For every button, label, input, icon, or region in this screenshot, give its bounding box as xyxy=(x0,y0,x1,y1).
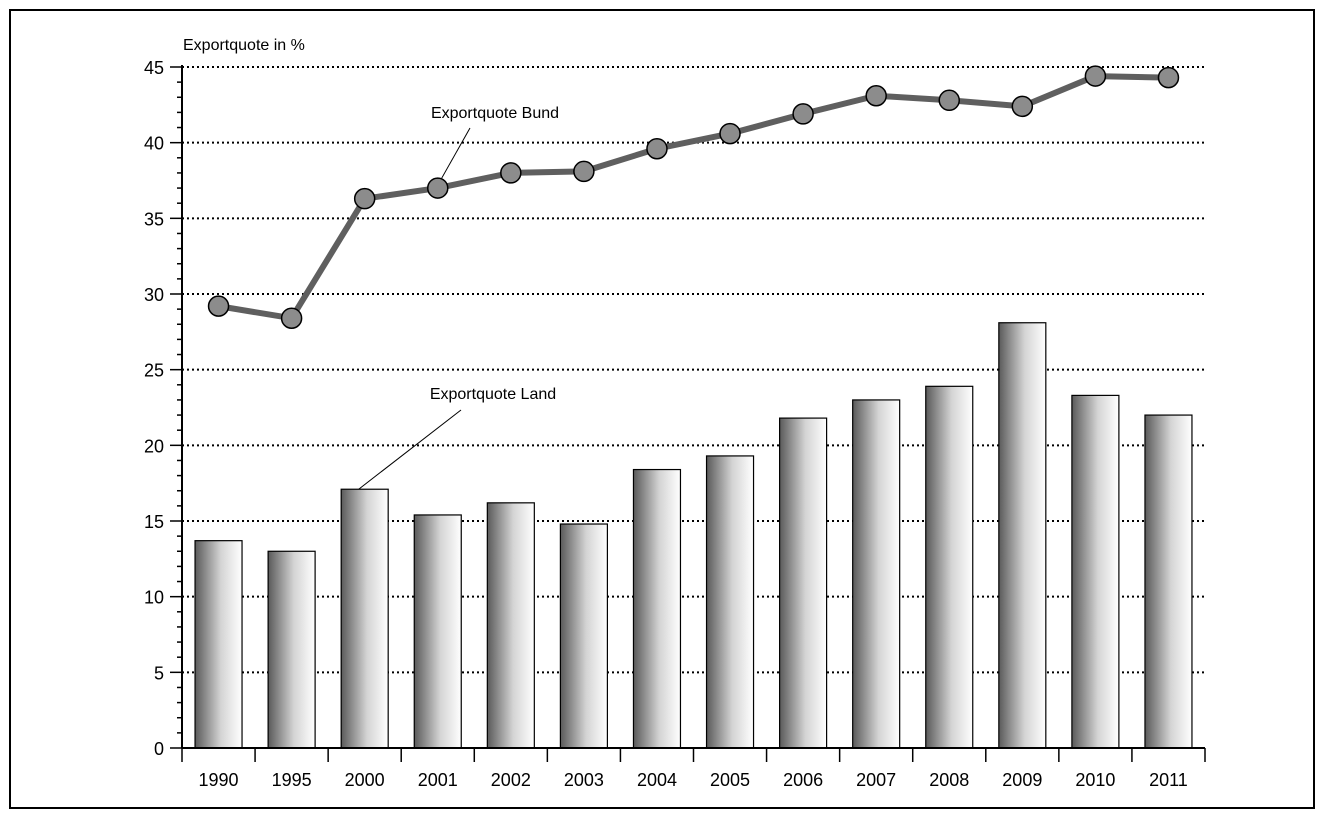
bar xyxy=(340,488,389,749)
bund-point xyxy=(792,103,814,125)
bund-point xyxy=(500,162,522,184)
bund-point xyxy=(1084,65,1107,87)
bund-point xyxy=(427,177,449,199)
bund-point xyxy=(353,187,376,210)
x-tick-label: 2010 xyxy=(1075,770,1115,790)
x-tick-label: 2001 xyxy=(418,770,458,790)
x-tick-label: 1995 xyxy=(272,770,312,790)
bund-point xyxy=(280,307,303,329)
x-tick-label: 2004 xyxy=(637,770,677,790)
x-tick-label: 2002 xyxy=(491,770,531,790)
bar xyxy=(1144,414,1193,749)
bar xyxy=(705,455,755,749)
x-tick-label: 2000 xyxy=(345,770,385,790)
x-tick-label: 2006 xyxy=(783,770,823,790)
axes: 0 5 10 15 20 25 30 35 40 45 1990 1995 2000 2001 2002 20… xyxy=(144,58,1206,790)
bar xyxy=(779,417,828,749)
y-tick-label: 0 xyxy=(154,739,164,759)
x-tick-label: 2009 xyxy=(1002,770,1042,790)
y-tick-label: 40 xyxy=(144,134,164,154)
bar xyxy=(632,468,682,749)
annotation-label: Exportquote Bund xyxy=(431,105,559,122)
bund-line xyxy=(207,65,1180,329)
bar xyxy=(194,540,243,749)
bar xyxy=(852,399,901,749)
bar xyxy=(267,550,316,749)
bund-point xyxy=(646,137,668,160)
annotation-leader xyxy=(441,127,471,179)
x-tick-label: 2011 xyxy=(1149,770,1188,790)
y-tick-label: 30 xyxy=(144,285,164,305)
x-tick-label: 2003 xyxy=(564,770,604,790)
y-tick-label: 25 xyxy=(144,361,164,381)
y-axis-label: Exportquote in % xyxy=(183,37,305,54)
x-tick-label: 2007 xyxy=(856,770,896,790)
bar xyxy=(1071,394,1120,749)
bund-point xyxy=(1011,95,1034,118)
y-tick-label: 35 xyxy=(144,209,164,229)
y-tick-label: 20 xyxy=(144,436,164,456)
annotation-leader xyxy=(358,409,462,490)
annotations: Exportquote Bund Exportquote Land xyxy=(358,105,559,490)
y-tick-label: 15 xyxy=(144,512,164,532)
bar xyxy=(486,502,535,749)
bar xyxy=(413,514,462,749)
y-tick-label: 45 xyxy=(144,58,164,78)
x-tick-label: 2005 xyxy=(710,770,750,790)
x-tick-label: 2008 xyxy=(929,770,969,790)
y-tick-label: 10 xyxy=(144,588,164,608)
bund-point xyxy=(1157,66,1180,89)
annotation-label: Exportquote Land xyxy=(430,386,556,403)
bund-point xyxy=(938,89,960,112)
bar xyxy=(998,322,1047,749)
bund-series-line xyxy=(215,73,1172,322)
bund-point xyxy=(573,160,595,183)
bar xyxy=(925,385,974,749)
y-tick-label: 5 xyxy=(154,663,164,683)
bund-point xyxy=(207,295,230,317)
bar xyxy=(559,523,608,749)
bars xyxy=(194,322,1193,749)
bund-point xyxy=(719,122,741,145)
x-tick-label: 1990 xyxy=(199,770,239,790)
bund-point xyxy=(865,85,887,107)
